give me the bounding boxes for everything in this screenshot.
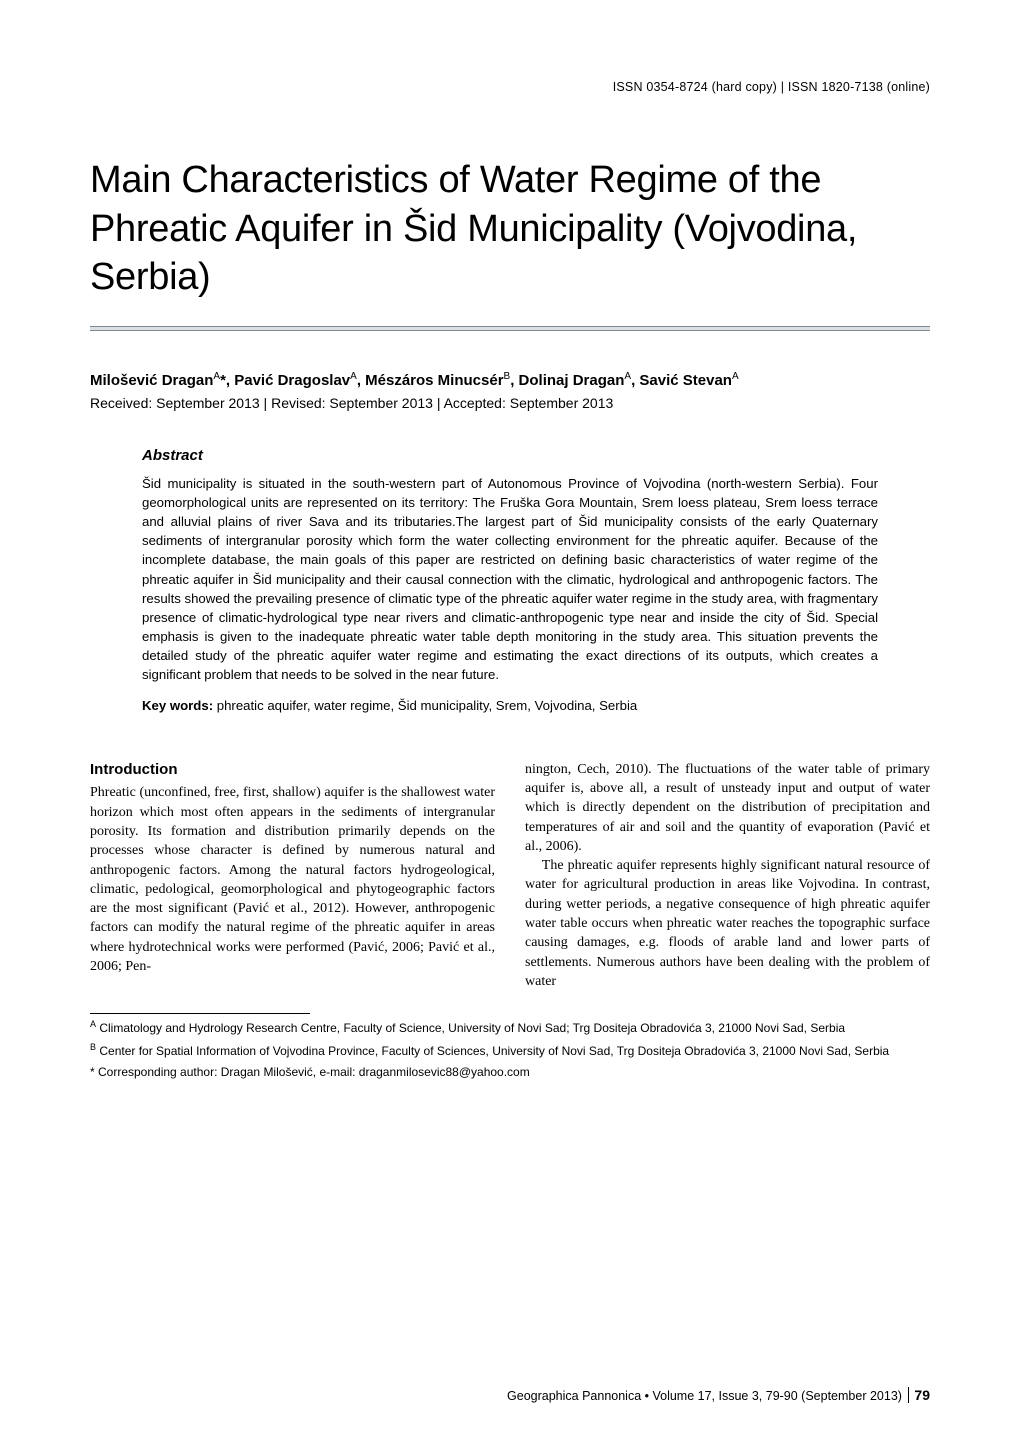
footnote-rule <box>90 1013 310 1014</box>
column-left: Introduction Phreatic (unconfined, free,… <box>90 760 495 992</box>
journal-citation: Geographica Pannonica • Volume 17, Issue… <box>507 1389 902 1403</box>
body-columns: Introduction Phreatic (unconfined, free,… <box>90 760 930 992</box>
issn-line: ISSN 0354-8724 (hard copy) | ISSN 1820-7… <box>90 80 930 94</box>
keywords-label: Key words: <box>142 698 213 713</box>
body-text-right: nington, Cech, 2010). The fluctuations o… <box>525 762 930 989</box>
keywords-text: phreatic aquifer, water regime, Šid muni… <box>213 698 637 713</box>
authors: Milošević DraganA*, Pavić DragoslavA, Mé… <box>90 371 930 389</box>
footnote-affiliation-b: B Center for Spatial Information of Vojv… <box>90 1041 930 1060</box>
abstract-text: Šid municipality is situated in the sout… <box>142 474 878 685</box>
footnote-corresponding: * Corresponding author: Dragan Milošević… <box>90 1064 930 1081</box>
page-number: 79 <box>908 1387 930 1403</box>
submission-dates: Received: September 2013 | Revised: Sept… <box>90 395 930 411</box>
abstract-block: Abstract Šid municipality is situated in… <box>90 447 930 716</box>
footnotes: A Climatology and Hydrology Research Cen… <box>90 1018 930 1080</box>
abstract-heading: Abstract <box>142 447 878 464</box>
footnote-affiliation-a: A Climatology and Hydrology Research Cen… <box>90 1018 930 1037</box>
intro-heading: Introduction <box>90 760 495 781</box>
page-footer: Geographica Pannonica • Volume 17, Issue… <box>507 1387 930 1403</box>
keywords: Key words: phreatic aquifer, water regim… <box>142 696 878 715</box>
article-title: Main Characteristics of Water Regime of … <box>90 156 930 302</box>
column-right: nington, Cech, 2010). The fluctuations o… <box>525 760 930 992</box>
title-rule <box>90 326 930 331</box>
body-text-left: Phreatic (unconfined, free, first, shall… <box>90 785 495 974</box>
